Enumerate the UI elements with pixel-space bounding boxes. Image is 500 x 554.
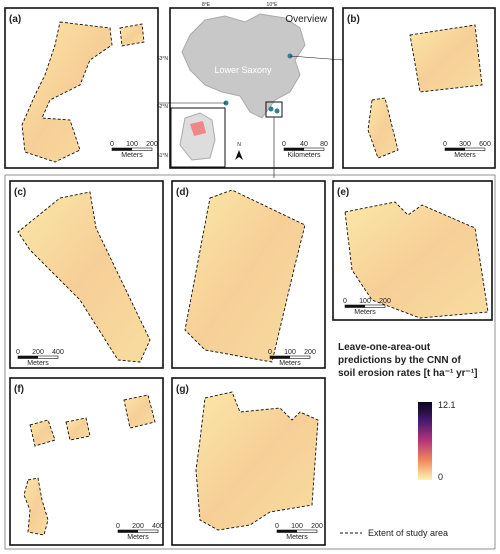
scale-label: 0 [343,298,347,305]
north-label: N [237,142,241,148]
scale-bar [270,356,290,359]
scale-bar [118,530,138,533]
scale-unit: Meters [27,360,49,367]
region-label: Lower Saxony [214,65,272,75]
colorbar-min: 0 [438,472,443,482]
scale-bar [445,148,465,151]
lat-label: 52°N [157,104,169,110]
scale-label: 200 [379,298,391,305]
study-area [23,477,49,536]
scale-label: 200 [32,349,44,356]
study-area [344,201,489,319]
scale-unit: Kilometers [287,152,321,159]
scale-label: 0 [275,523,279,530]
scale-label: 0 [282,141,286,148]
panel-label: (d) [176,187,189,198]
site [274,108,280,114]
scale-bar [277,530,297,533]
scale-unit: Meters [354,309,376,316]
scale-unit: Meters [121,152,143,159]
study-area [119,23,145,47]
scale-label: 100 [126,141,138,148]
scale-label: 200 [304,349,316,356]
scale-bar [345,305,365,308]
study-area [367,97,399,159]
inset-germany [179,112,216,161]
scale-label: 80 [320,141,328,148]
lat-label: 51°N [157,153,169,159]
scale-label: 40 [300,141,308,148]
region-shape [181,13,306,119]
lat-label: 53°N [157,56,169,62]
scale-label: 200 [311,523,323,530]
colorbar [418,402,432,480]
lon-label: 8°E [202,2,211,8]
scale-label: 100 [291,523,303,530]
legend-title: predictions by the CNN of [338,355,461,366]
scale-label: 200 [132,523,144,530]
colorbar-max: 12.1 [438,400,456,410]
scale-bar [284,148,304,151]
site [268,106,274,112]
legend: Leave-one-area-out predictions by the CN… [338,342,477,538]
study-area [21,21,113,163]
study-area [184,189,306,363]
scale-label: 0 [268,349,272,356]
scale-label: 100 [359,298,371,305]
legend-title: soil erosion rates [t ha⁻¹ yr⁻¹] [338,368,477,379]
overview: N Overview Lower Saxony 8°E 10°E 53°N 52… [157,2,344,178]
group-frame [4,174,496,550]
scale-unit: Meters [127,534,149,541]
study-area [65,417,91,441]
scale-label: 0 [116,523,120,530]
study-area [29,419,56,447]
scale-unit: Meters [279,360,301,367]
study-area [409,24,483,93]
inset-region [190,121,206,136]
extent-label: Extent of study area [368,528,448,538]
panel-label: (a) [9,14,21,25]
lon-label: 10°E [267,2,279,8]
scale-label: 0 [16,349,20,356]
scale-unit: Meters [454,152,476,159]
panel-label: (c) [14,187,26,198]
scale-label: 600 [479,141,491,148]
scale-label: 100 [284,349,296,356]
study-area [123,394,156,429]
scale-label: 0 [443,141,447,148]
scale-bar [18,356,38,359]
panel-label: (g) [176,384,189,395]
study-area [17,191,151,363]
connector [289,55,344,61]
overview-title: Overview [285,14,327,25]
panel-label: (e) [337,187,349,198]
panel-label: (b) [347,14,360,25]
scale-label: 300 [459,141,471,148]
scale-label: 0 [110,141,114,148]
scale-unit: Meters [286,534,308,541]
panel-label: (f) [14,384,24,395]
study-area [195,391,319,531]
scale-bar [112,148,132,151]
legend-title: Leave-one-area-out [338,342,431,353]
scale-label: 400 [152,523,164,530]
north-arrow [235,150,243,160]
scale-label: 400 [52,349,64,356]
scale-label: 200 [146,141,158,148]
